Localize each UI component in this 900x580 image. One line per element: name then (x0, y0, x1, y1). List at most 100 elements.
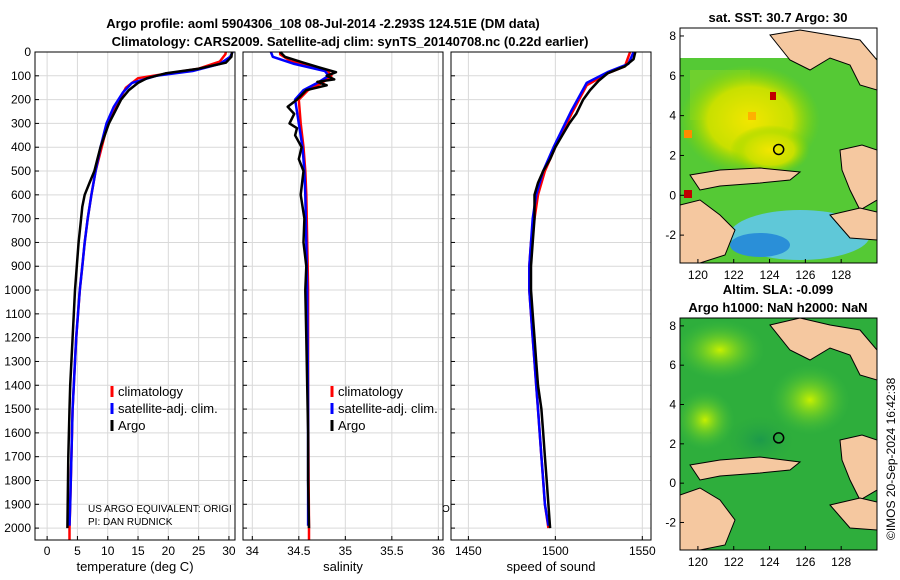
legend-climatology-label: climatology (118, 384, 184, 399)
sst-hot-pixel (684, 190, 692, 198)
x-tick-label: 124 (760, 268, 780, 282)
x-tick-label: 34.5 (287, 544, 311, 558)
x-axis-label: speed of sound (507, 559, 596, 574)
legend-satellite-label: satellite-adj. clim. (118, 401, 218, 416)
sst-land-mindanao (769, 29, 877, 91)
sla-map-title-2: Argo h1000: NaN h2000: NaN (688, 300, 867, 315)
sst-land-sulawesi (680, 199, 736, 263)
y-tick-label: 1500 (4, 402, 31, 416)
y-tick-label: 0 (669, 476, 676, 490)
legend-argo-label: Argo (338, 418, 365, 433)
y-tick-label: 8 (669, 29, 676, 43)
y-tick-label: 2 (669, 148, 676, 162)
sla-argo-position-marker (772, 432, 785, 444)
legend-climatology-label: climatology (338, 384, 404, 399)
x-tick-label: 122 (724, 555, 744, 569)
sound-speed-panel: 1450 1500 1550 speed of sound (450, 51, 656, 574)
x-tick-label: 30 (222, 544, 236, 558)
sla-high-region (680, 390, 735, 450)
sst-land-halmahera (839, 144, 877, 211)
sla-map: Altim. SLA: -0.099 Argo h1000: NaN h2000… (665, 282, 878, 569)
sla-land-mindanao (769, 318, 877, 381)
y-tick-label: 1100 (5, 307, 31, 321)
x-tick-label: 10 (101, 544, 115, 558)
salinity-panel: 34 34.5 35 35.5 36 salinity (242, 51, 446, 574)
x-tick-label: 1450 (455, 544, 482, 558)
sst-argo-position-marker (772, 143, 785, 156)
y-tick-label: 1000 (4, 283, 31, 297)
series-satellite-adj-clim-line (528, 51, 635, 526)
x-axis-label: salinity (323, 559, 363, 574)
y-tick-label: 1200 (4, 331, 31, 345)
y-tick-label: 1400 (4, 378, 31, 392)
x-tick-label: 15 (131, 544, 145, 558)
sst-hot-pixel (748, 112, 756, 120)
series-argo-line (66, 51, 234, 529)
x-axis-label: temperature (deg C) (76, 559, 193, 574)
x-tick-label: 0 (44, 544, 51, 558)
sla-land-peninsula (689, 456, 802, 481)
y-tick-label: 600 (11, 188, 31, 202)
timestamp: ©IMOS 20-Sep-2024 16:42:38 (884, 377, 898, 540)
sst-land-islands (829, 207, 877, 241)
x-tick-label: 120 (688, 268, 708, 282)
sst-land-peninsula (689, 167, 802, 191)
sst-map-axes: 120 122 124 126 128 -2 0 2 4 6 8 (665, 29, 851, 282)
y-tick-label: 4 (669, 398, 676, 412)
y-tick-label: 500 (11, 164, 31, 178)
sla-map-field (680, 318, 877, 550)
x-tick-label: 25 (192, 544, 206, 558)
y-tick-label: 2 (669, 437, 676, 451)
x-tick-label: 128 (831, 555, 851, 569)
sst-warm-core (730, 125, 810, 175)
plot-area (35, 52, 235, 540)
sst-map-frame (679, 27, 878, 264)
sla-land-sulawesi (680, 487, 736, 550)
sla-land-islands (829, 497, 877, 531)
x-tick-label: 1500 (542, 544, 569, 558)
sst-hot-pixel (770, 92, 776, 100)
series-argo-line (529, 51, 637, 529)
x-tick-label: 34 (246, 544, 260, 558)
series-argo-line (279, 51, 338, 529)
temperature-legend: climatology satellite-adj. clim. Argo (110, 384, 218, 433)
title-line-1: Argo profile: aoml 5904306_108 08-Jul-20… (106, 16, 540, 31)
y-tick-label: 700 (11, 212, 31, 226)
sla-map-title-1: Altim. SLA: -0.099 (723, 282, 834, 297)
plot-frame (34, 51, 236, 541)
sla-high-region (770, 365, 850, 435)
y-tick-label: 800 (11, 235, 31, 249)
y-tick-label: -2 (665, 228, 676, 242)
sst-hot-pixel (684, 130, 692, 138)
y-tick-label: -2 (665, 515, 676, 529)
x-tick-label: 124 (760, 555, 780, 569)
y-tick-label: 6 (669, 69, 676, 83)
y-tick-label: 8 (669, 319, 676, 333)
credit-line-2: PI: DAN RUDNICK (88, 517, 173, 528)
x-tick-label: 126 (795, 268, 815, 282)
credit-overflow-char: O (442, 504, 450, 515)
title-line-2: Climatology: CARS2009. Satellite-adj cli… (112, 34, 589, 49)
y-tick-label: 1900 (4, 497, 31, 511)
x-tick-label: 120 (688, 555, 708, 569)
sla-map-axes: 120 122 124 126 128 -2 0 2 4 6 8 (665, 319, 851, 569)
x-tick-label: 20 (162, 544, 176, 558)
x-tick-label: 5 (74, 544, 81, 558)
y-tick-label: 1600 (4, 426, 31, 440)
sla-map-frame (679, 317, 878, 551)
x-tick-label: 35.5 (380, 544, 404, 558)
y-tick-label: 0 (24, 45, 31, 59)
y-tick-label: 1300 (4, 354, 31, 368)
y-tick-label: 400 (11, 140, 31, 154)
x-tick-label: 36 (432, 544, 446, 558)
y-tick-label: 900 (11, 259, 31, 273)
sst-map-field (680, 28, 877, 263)
sla-land-halmahera (839, 434, 877, 501)
temperature-panel: 0 5 10 15 20 25 30 temperature (deg C) 0 100 200 30… (4, 45, 236, 574)
y-tick-label: 1700 (4, 450, 31, 464)
credit-line-1: US ARGO EQUIVALENT: ORIGI (88, 504, 232, 515)
sst-cool-core (730, 233, 790, 257)
plot-frame (242, 51, 444, 541)
